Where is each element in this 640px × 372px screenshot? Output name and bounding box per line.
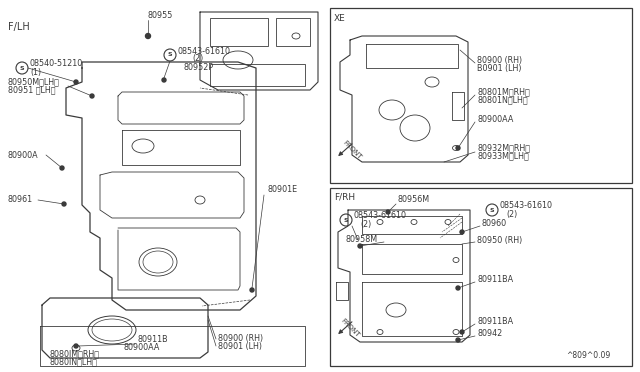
Text: 80952P: 80952P (183, 64, 213, 73)
Circle shape (456, 146, 460, 150)
Text: 80955: 80955 (148, 10, 173, 19)
Text: 80958M: 80958M (346, 235, 378, 244)
Text: 80900 (RH): 80900 (RH) (477, 55, 522, 64)
Circle shape (145, 33, 150, 38)
Text: 80911B: 80911B (138, 336, 168, 344)
Text: 08543-61610: 08543-61610 (354, 212, 407, 221)
Text: B0901 (LH): B0901 (LH) (477, 64, 522, 73)
Text: 80960: 80960 (482, 219, 507, 228)
Circle shape (74, 344, 78, 348)
Text: 80801N〈LH〉: 80801N〈LH〉 (477, 96, 527, 105)
Text: 80951 〈LH〉: 80951 〈LH〉 (8, 86, 56, 94)
Text: 08543-61610: 08543-61610 (178, 46, 231, 55)
Circle shape (460, 330, 464, 334)
Text: 08543-61610: 08543-61610 (500, 202, 553, 211)
Text: ^809^0.09: ^809^0.09 (566, 351, 610, 360)
Text: FRONT: FRONT (342, 140, 363, 160)
Text: 80801M〈RH〉: 80801M〈RH〉 (477, 87, 530, 96)
Bar (330, 8, 632, 183)
Text: F/LH: F/LH (8, 22, 29, 32)
Circle shape (460, 230, 464, 234)
Text: 80911BA: 80911BA (477, 317, 513, 327)
Text: 80961: 80961 (8, 196, 33, 205)
Bar (210, 18, 268, 46)
Text: 80901E: 80901E (268, 186, 298, 195)
Circle shape (456, 286, 460, 290)
Text: S: S (20, 65, 24, 71)
Circle shape (358, 244, 362, 248)
Circle shape (62, 202, 66, 206)
Bar (210, 64, 305, 86)
Circle shape (162, 78, 166, 82)
Text: 80900AA: 80900AA (477, 115, 513, 125)
Text: (2): (2) (506, 209, 517, 218)
Text: 80942: 80942 (477, 330, 502, 339)
Text: 80900AA: 80900AA (124, 343, 161, 353)
Text: S: S (490, 208, 494, 212)
Text: 80900A: 80900A (8, 151, 38, 160)
Circle shape (386, 210, 390, 214)
Text: 80933M〈LH〉: 80933M〈LH〉 (477, 151, 529, 160)
Text: 08540-51210: 08540-51210 (30, 60, 83, 68)
Text: (1): (1) (30, 67, 41, 77)
Text: FRONT: FRONT (340, 318, 361, 339)
Bar (330, 188, 632, 366)
Text: 8080IN〈LH〉: 8080IN〈LH〉 (50, 357, 98, 366)
Circle shape (250, 288, 254, 292)
Text: S: S (168, 52, 172, 58)
Text: 80900 (RH): 80900 (RH) (218, 334, 263, 343)
Text: 80932M〈RH〉: 80932M〈RH〉 (477, 144, 530, 153)
Text: 8080IM〈RH〉: 8080IM〈RH〉 (50, 350, 100, 359)
Text: S: S (344, 218, 348, 222)
Circle shape (456, 338, 460, 342)
Circle shape (90, 94, 94, 98)
Text: 80950M〈LH〉: 80950M〈LH〉 (8, 77, 60, 87)
Text: 80911BA: 80911BA (477, 276, 513, 285)
Text: (2): (2) (360, 219, 371, 228)
Text: XE: XE (334, 14, 346, 23)
Circle shape (74, 80, 78, 84)
Text: 80950 (RH): 80950 (RH) (477, 235, 522, 244)
Text: (2): (2) (192, 55, 204, 64)
Text: 80901 (LH): 80901 (LH) (218, 341, 262, 350)
Circle shape (60, 166, 64, 170)
Text: 80956M: 80956M (398, 196, 430, 205)
Bar (276, 18, 310, 46)
Text: F/RH: F/RH (334, 192, 355, 201)
